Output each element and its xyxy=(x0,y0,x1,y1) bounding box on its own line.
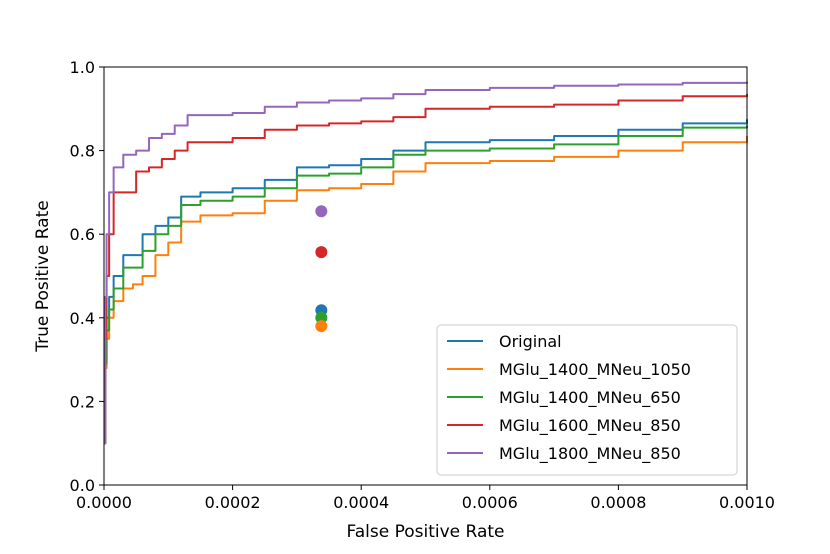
x-tick-label: 0.0010 xyxy=(719,493,775,512)
x-tick-label: 0.0002 xyxy=(205,493,261,512)
plot-frame xyxy=(103,66,748,486)
y-axis-label: True Positive Rate xyxy=(33,200,53,352)
x-tick-label: 0.0006 xyxy=(462,493,518,512)
legend-label-original: Original xyxy=(499,332,562,351)
legend-box xyxy=(436,324,738,476)
series-line-original xyxy=(104,119,748,445)
axis-ticks: 0.0000 0.0002 0.0004 0.0006 0.0008 0.0010 0.0 0… xyxy=(70,58,775,512)
operating-points xyxy=(315,205,328,333)
x-axis-label: False Positive Rate xyxy=(347,522,505,542)
point-mglu-1800-mneu-850 xyxy=(315,205,328,218)
y-tick-label: 0.0 xyxy=(70,476,95,495)
x-tick-label: 0.0000 xyxy=(76,493,132,512)
legend-label-mglu-1400-mneu-650: MGlu_1400_MNeu_650 xyxy=(499,388,681,408)
legend-label-mglu-1400-mneu-1050: MGlu_1400_MNeu_1050 xyxy=(499,360,691,380)
series-line-mglu-1800-mneu-850 xyxy=(104,81,748,445)
y-tick-label: 0.8 xyxy=(70,142,95,161)
y-tick-label: 0.6 xyxy=(70,225,95,244)
series-line-mglu-1600-mneu-850 xyxy=(104,94,748,445)
legend-label-mglu-1800-mneu-850: MGlu_1800_MNeu_850 xyxy=(499,444,681,464)
y-tick-label: 1.0 xyxy=(70,58,95,77)
point-mglu-1400-mneu-1050 xyxy=(315,320,328,333)
series-line-mglu-1400-mneu-650 xyxy=(104,125,748,445)
series-lines xyxy=(104,81,748,445)
legend: Original MGlu_1400_MNeu_1050 MGlu_1400_MNe… xyxy=(436,324,738,476)
legend-label-mglu-1600-mneu-850: MGlu_1600_MNeu_850 xyxy=(499,416,681,436)
point-mglu-1600-mneu-850 xyxy=(315,246,328,259)
x-tick-label: 0.0004 xyxy=(333,493,389,512)
x-tick-label: 0.0008 xyxy=(590,493,646,512)
point-mglu-1400-mneu-650 xyxy=(315,311,328,324)
y-tick-label: 0.4 xyxy=(70,309,95,328)
y-tick-label: 0.2 xyxy=(70,392,95,411)
